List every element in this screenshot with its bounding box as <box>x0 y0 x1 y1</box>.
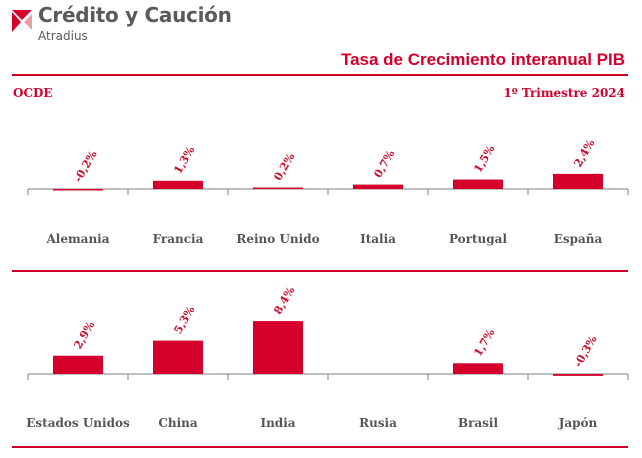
bar <box>53 355 103 374</box>
bar <box>453 179 503 189</box>
value-label: 2,9% <box>71 319 97 352</box>
value-label: -0,2% <box>71 148 100 185</box>
value-label: 2,4% <box>571 137 597 170</box>
value-label: 0,2% <box>271 150 297 183</box>
bar <box>453 363 503 374</box>
category-label: India <box>260 416 295 430</box>
value-label: 0,7% <box>371 147 397 180</box>
value-label: 5,3% <box>171 304 197 337</box>
category-label: Francia <box>153 232 204 246</box>
category-label: Italia <box>360 232 396 246</box>
bar <box>153 180 203 189</box>
category-label: Alemania <box>45 232 109 246</box>
category-label: Portugal <box>449 232 507 246</box>
bar <box>553 374 603 376</box>
chart-title: Tasa de Crecimiento interanual PIB <box>340 50 625 69</box>
bar <box>153 340 203 374</box>
value-label: 8,4% <box>271 284 297 317</box>
title-divider <box>12 74 628 76</box>
brand-subtitle: Atradius <box>38 29 88 43</box>
category-label: Brasil <box>458 416 499 430</box>
bottom-divider <box>12 446 628 448</box>
bar <box>553 173 603 189</box>
value-label: 1,7% <box>471 326 497 359</box>
category-label: Rusia <box>359 416 397 430</box>
region-label: OCDE <box>13 86 53 100</box>
chart-panel-1: Alemania -0,2% Francia 1,3% Reino Unido 0,2% I… <box>27 137 629 246</box>
category-label: Estados Unidos <box>26 416 130 430</box>
chart-panel-2: Estados Unidos 2,9% China 5,3% India 8,4% Rusi… <box>26 284 629 430</box>
bar <box>253 187 303 189</box>
brand-name: Crédito y Caución <box>38 3 232 27</box>
category-label: Reino Unido <box>236 232 319 246</box>
category-label: Japón <box>558 416 598 430</box>
period-label: 1º Trimestre 2024 <box>503 86 625 100</box>
value-label: 1,5% <box>471 142 497 175</box>
bar <box>353 184 403 189</box>
category-label: China <box>158 416 198 430</box>
value-label: 1,3% <box>171 144 197 177</box>
bar <box>53 189 103 191</box>
logo-mark-icon <box>12 10 32 32</box>
panel-divider <box>12 270 628 272</box>
bar <box>253 321 303 374</box>
value-label: -0,3% <box>571 333 600 370</box>
category-label: España <box>554 232 603 246</box>
